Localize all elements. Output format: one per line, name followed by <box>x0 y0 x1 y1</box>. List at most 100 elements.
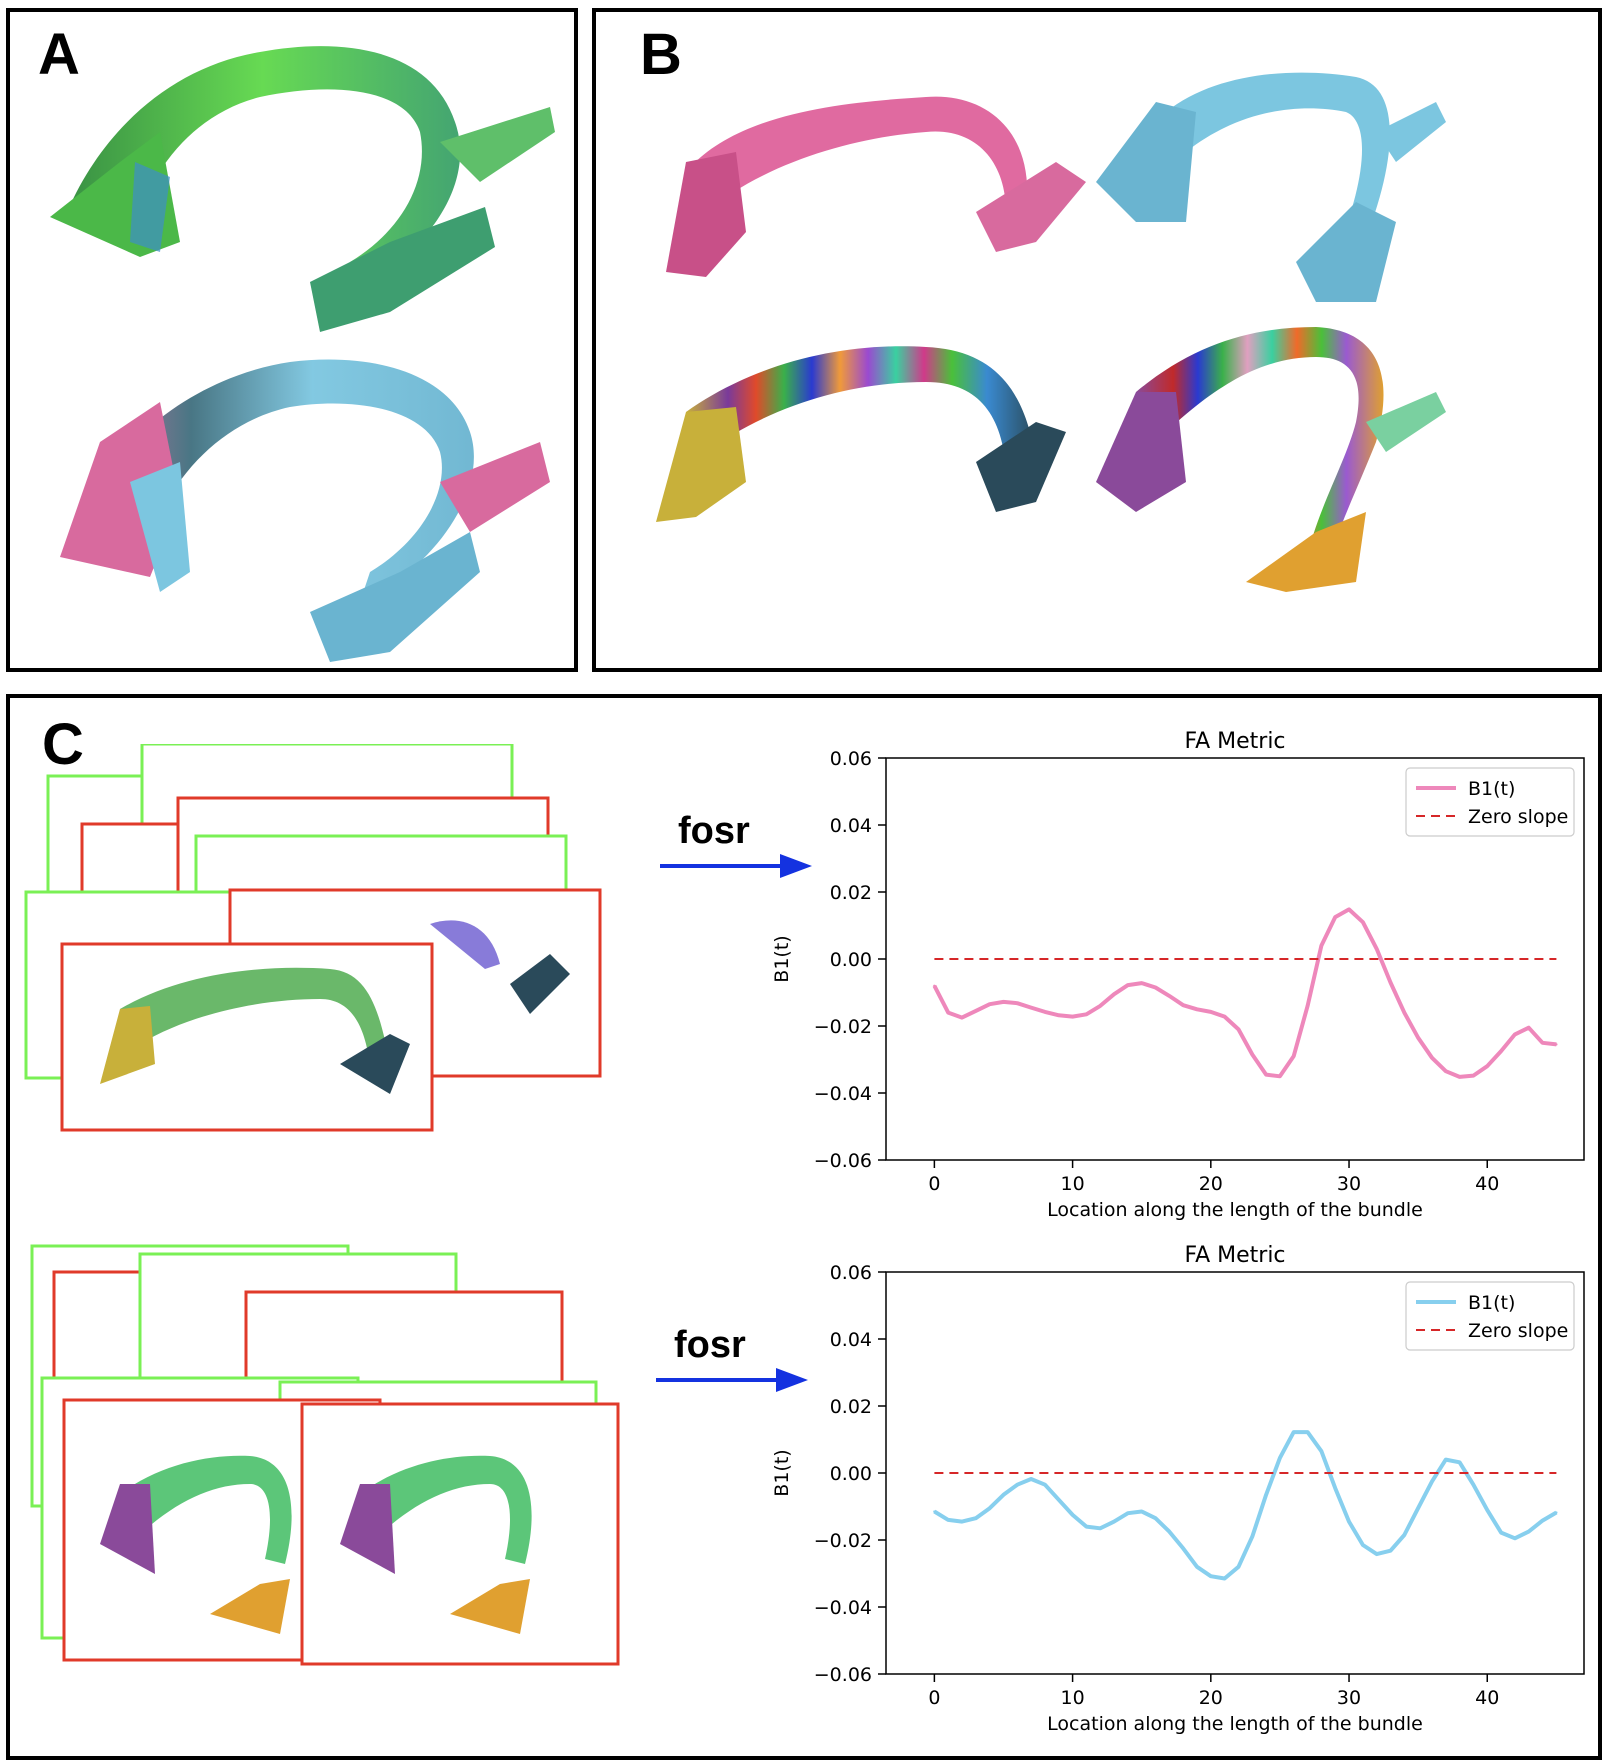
b1-data-point <box>1085 1013 1088 1016</box>
b1-data-point <box>1140 981 1143 985</box>
b1-data-point <box>1043 1010 1047 1014</box>
b1-data-point <box>1209 1574 1213 1578</box>
y-tick-label: −0.02 <box>814 1530 872 1552</box>
x-tick-label: 20 <box>1199 1687 1223 1709</box>
x-tick-label: 0 <box>928 1173 940 1195</box>
b1-data-point <box>1168 994 1171 998</box>
b1-data-point <box>1361 1543 1365 1547</box>
b1-data-point <box>1237 1028 1240 1031</box>
b1-data-point <box>1057 1498 1060 1501</box>
b1-data-point <box>1099 1004 1102 1008</box>
b1-series-line <box>933 1430 1558 1581</box>
legend-entry: Zero slope <box>1468 806 1568 828</box>
pink-bundle-illustration <box>666 96 1086 277</box>
y-tick-label: −0.06 <box>814 1150 872 1172</box>
b1-data-point <box>1306 1430 1309 1434</box>
b1-data-point <box>1099 1527 1102 1530</box>
b1-data-point <box>1320 944 1323 947</box>
b1-data-point <box>1016 1002 1019 1005</box>
x-tick-label: 40 <box>1475 1687 1499 1709</box>
b1-data-point <box>1181 1547 1185 1550</box>
b1-data-point <box>1002 1000 1005 1004</box>
panel-c: C <box>6 694 1602 1760</box>
b1-data-point <box>1029 1477 1033 1481</box>
b1-data-point <box>1334 915 1337 919</box>
b1-data-point <box>1513 1537 1517 1540</box>
b1-data-point <box>1292 1054 1295 1058</box>
panel-a-illustrations <box>50 46 555 662</box>
y-tick-label: 0.00 <box>830 949 872 971</box>
b1-data-point <box>1126 1512 1130 1515</box>
b1-data-point <box>1043 1483 1047 1486</box>
b1-data-point <box>1430 1056 1434 1060</box>
y-tick-label: −0.04 <box>814 1597 872 1619</box>
b1-data-point <box>1195 1008 1199 1011</box>
b1-data-point <box>1251 1535 1254 1538</box>
b1-data-point <box>1389 981 1392 984</box>
panel-b-illustrations <box>656 72 1446 592</box>
legend-entry: B1(t) <box>1468 1292 1515 1314</box>
b1-data-point <box>1223 1577 1226 1580</box>
b1-data-point <box>1085 1525 1088 1528</box>
fa-metric-chart-pink: FA Metric −0.06 −0.04 −0.02 0.00 0.02 0.04 0.06… <box>771 729 1585 1221</box>
y-tick-label: 0.02 <box>830 882 872 904</box>
stacked-frames-bottom <box>30 1244 620 1666</box>
striped-bundle-illustration-2 <box>1096 327 1446 592</box>
b1-data-point <box>1527 1026 1530 1029</box>
x-tick-label: 20 <box>1199 1173 1223 1195</box>
x-tick-label: 10 <box>1061 1687 1085 1709</box>
y-tick-label: 0.02 <box>830 1396 872 1418</box>
b1-data-point <box>1002 1493 1005 1496</box>
x-axis-label: Location along the length of the bundle <box>1047 1199 1423 1221</box>
b1-data-point <box>1472 1483 1475 1486</box>
x-axis-label: Location along the length of the bundle <box>1047 1713 1423 1735</box>
b1-data-point <box>1057 1014 1060 1017</box>
b1-data-point <box>1458 1075 1461 1079</box>
b1-data-point <box>1527 1530 1530 1533</box>
b1-data-point <box>1347 908 1351 911</box>
b1-data-point <box>1430 1480 1434 1483</box>
b1-data-point <box>946 1011 950 1014</box>
b1-data-point <box>1264 1073 1268 1076</box>
b1-data-point <box>933 984 936 987</box>
b1-data-point <box>1016 1483 1019 1486</box>
x-tick-label: 0 <box>928 1687 940 1709</box>
b1-data-point <box>1555 1511 1558 1514</box>
b1-data-point <box>1444 1458 1447 1461</box>
b1-data-point <box>1071 1513 1074 1517</box>
striped-bundle-illustration-1 <box>656 346 1066 522</box>
b1-data-point <box>1389 1549 1392 1552</box>
b1-data-point <box>1071 1015 1074 1018</box>
b1-data-point <box>1154 1517 1157 1520</box>
y-tick-label: −0.02 <box>814 1016 872 1038</box>
b1-data-point <box>1126 983 1130 987</box>
b1-data-point <box>988 1003 991 1006</box>
b1-data-point <box>1140 1510 1143 1513</box>
b1-data-point <box>933 1510 936 1513</box>
panel-a-label: A <box>38 22 80 87</box>
b1-data-point <box>1375 947 1378 951</box>
b1-data-point <box>1361 920 1365 924</box>
y-tick-label: 0.00 <box>830 1463 872 1485</box>
b1-data-point <box>1416 1036 1420 1039</box>
fosr-arrow-label-top: fosr <box>678 810 750 852</box>
x-tick-label: 30 <box>1337 1173 1361 1195</box>
b1-data-point <box>1555 1043 1558 1046</box>
fosr-arrow-top <box>660 854 812 878</box>
b1-data-point <box>1112 1520 1116 1523</box>
b1-data-point <box>1403 1011 1406 1014</box>
b1-data-point <box>1486 1508 1489 1512</box>
fosr-arrow-bottom <box>656 1368 808 1392</box>
y-tick-label: −0.06 <box>814 1664 872 1686</box>
y-tick-label: −0.04 <box>814 1083 872 1105</box>
legend-box <box>1405 1281 1575 1351</box>
y-tick-label: 0.06 <box>830 1262 872 1284</box>
b1-data-point <box>1444 1070 1447 1073</box>
b1-data-point <box>1472 1074 1475 1077</box>
b1-data-point <box>1347 1520 1351 1523</box>
b1-data-point <box>1154 986 1157 989</box>
chart-title: FA Metric <box>1184 1243 1285 1268</box>
x-tick-label: 30 <box>1337 1687 1361 1709</box>
y-tick-label: 0.04 <box>830 1329 872 1351</box>
pink-blue-bundle-illustration <box>60 359 550 662</box>
